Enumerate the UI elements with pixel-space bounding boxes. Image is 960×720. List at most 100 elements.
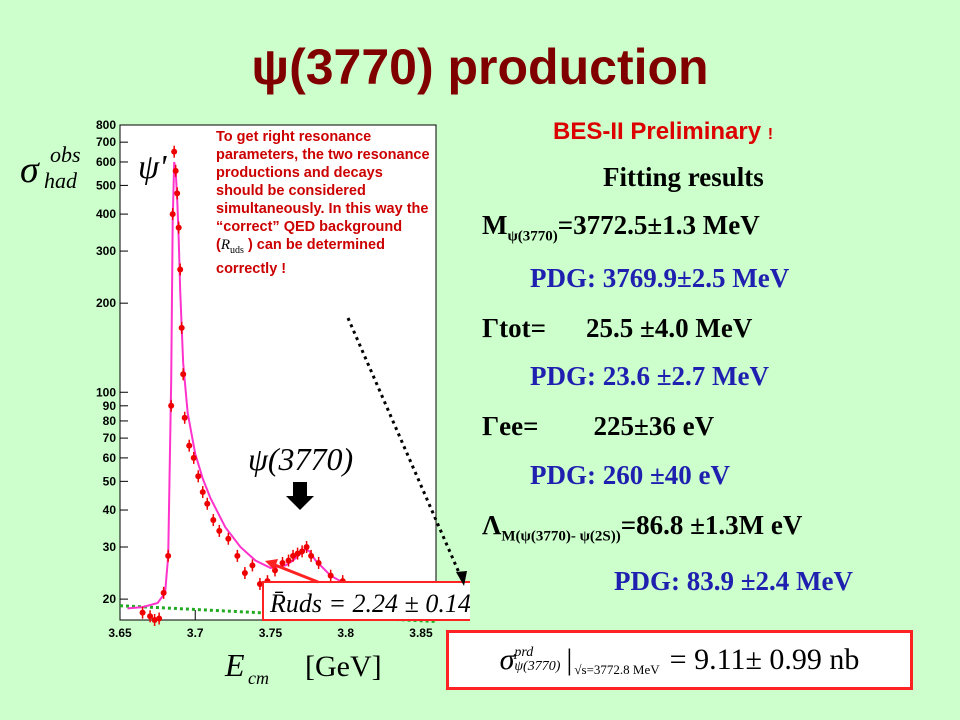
mass-pdg: PDG: 3769.9±2.5 MeV [530,263,790,293]
mass-sub: ψ(3770) [507,228,558,245]
formula-condition: √s=3772.8 MeV [574,662,660,677]
note-ruds-symbol: R [220,237,231,253]
data-point [147,613,154,620]
data-point [210,517,217,524]
data-point [234,552,241,559]
y-tick-label: 80 [103,414,117,428]
data-point [199,489,206,496]
data-point [279,559,286,566]
data-point [249,562,256,569]
data-point [172,167,179,174]
y-tick-label: 500 [96,178,116,192]
y-tick-label: 300 [96,244,116,258]
lambda-pdg: PDG: 83.9 ±2.4 MeV [614,566,854,596]
y-axis-label-sub: had [44,168,78,193]
data-point [216,527,223,534]
fit-curve [127,161,437,610]
data-point [165,552,172,559]
data-point [225,535,232,542]
formula-value: = 9.11± 0.99 nb [669,643,860,676]
formula-sub: ψ(3770) [514,659,561,674]
y-tick-label: 30 [103,540,117,554]
gee-label: Γee= [482,411,539,441]
annotation-arrowhead [265,559,278,570]
y-tick-label: 70 [103,431,117,445]
y-tick-label: 700 [96,135,116,149]
data-point [186,442,193,449]
x-axis-unit: [GeV] [305,650,382,683]
data-point [303,544,310,550]
data-point [256,580,263,587]
data-point [327,572,334,579]
y-tick-label: 60 [103,451,117,465]
x-tick-label: 3.7 [187,626,204,640]
title-text: (3770) production [289,39,709,95]
x-tick-label: 3.85 [409,626,433,640]
mass-row: Mψ(3770)=3772.5±1.3 MeV [482,210,760,245]
y-tick-label: 400 [96,207,116,221]
y-axis-label-sup: obs [50,142,81,167]
lambda-value: =86.8 ±1.3M eV [620,510,803,540]
data-point [175,224,182,231]
x-axis-label: E [224,647,245,683]
lambda-label: Λ [482,510,502,540]
psi-prime-label: ψ' [138,149,167,186]
subtitle: BES-II Preliminary ! [553,118,773,146]
note-text-1: To get right resonance parameters, the t… [216,129,430,253]
data-point [177,266,184,273]
y-tick-label: 200 [96,296,116,310]
data-point [160,589,167,596]
mass-value: =3772.5±1.3 MeV [557,210,760,240]
y-tick-label: 600 [96,155,116,169]
gtot-pdg: PDG: 23.6 ±2.7 MeV [530,361,770,391]
y-tick-label: 90 [103,399,117,413]
data-point [178,324,185,331]
formula-sup: prd [514,645,534,660]
note-pointer-arrowhead [456,571,467,586]
subtitle-mark: ! [767,126,774,143]
x-tick-label: 3.75 [259,626,283,640]
y-axis-label: σ [20,149,40,191]
note-ruds-sub: uds [230,244,244,256]
data-point [139,609,146,616]
gee-value: 225±36 eV [593,411,715,441]
title-psi-symbol: ψ [251,39,290,95]
arrow-down-icon [286,482,314,510]
ruds-annotation: R̄uds = 2.24 ± 0.14 [269,589,470,618]
cross-section-formula: σ prd ψ(3770) | √s=3772.8 MeV = 9.11± 0.99 nb [446,630,913,690]
y-tick-label: 800 [96,118,116,132]
data-point [168,402,175,409]
gee-row: Γee= 225±36 eV [482,411,714,442]
x-axis-label-sub: cm [248,668,269,688]
results-heading: Fitting results [603,162,764,192]
data-point [315,559,322,566]
gtot-row: Γtot= 25.5 ±4.0 MeV [482,313,752,344]
data-point [151,617,158,623]
data-point [241,570,248,577]
data-point [181,414,188,421]
y-tick-label: 40 [103,503,117,517]
slide-title: ψ(3770) production [0,38,960,96]
formula-sigma: σ [499,643,515,676]
y-tick-label: 100 [96,385,116,399]
data-point [174,190,181,197]
lambda-sub: M(ψ(3770)- ψ(2S)) [501,528,621,545]
data-point [195,473,202,480]
data-point [190,454,197,461]
data-point [299,548,306,555]
lambda-row: ΛM(ψ(3770)- ψ(2S))=86.8 ±1.3M eV [482,510,802,545]
mass-label: M [482,210,508,240]
data-point [308,552,315,559]
data-point [290,552,297,559]
gtot-value: 25.5 ±4.0 MeV [586,313,753,343]
data-point [294,550,301,557]
ruds-annotation-box [262,581,470,621]
y-tick-label: 20 [103,592,117,606]
note-text-2: ) can be determined correctly ! [216,237,385,277]
resonance-note: To get right resonance parameters, the t… [216,128,431,278]
data-point [171,148,178,155]
data-point [204,500,211,507]
data-point [156,615,163,622]
